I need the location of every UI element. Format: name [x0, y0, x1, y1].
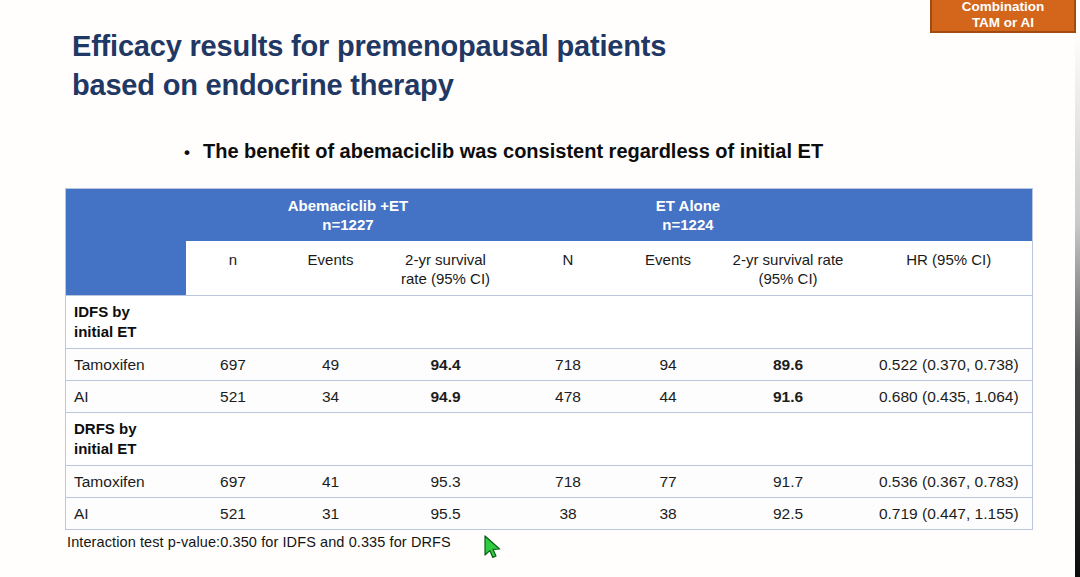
group-header-abemaciclib: Abemaciclib +ET n=1227: [186, 189, 511, 241]
section-row-idfs: IDFS by initial ET: [66, 296, 1033, 349]
cell-n: 521: [186, 498, 281, 530]
cell-events2: 38: [626, 498, 711, 530]
row-label: Tamoxifen: [66, 466, 186, 498]
table-row-drfs-ai: AI 521 31 95.5 38 38 92.5 0.719 (0.447, …: [66, 498, 1033, 530]
title-line1: Efficacy results for premenopausal patie…: [72, 30, 666, 62]
cell-events2: 94: [626, 349, 711, 381]
table-row-idfs-ai: AI 521 34 94.9 478 44 91.6 0.680 (0.435,…: [66, 381, 1033, 413]
section-label: IDFS by initial ET: [66, 302, 164, 342]
cell-events: 34: [281, 381, 381, 413]
cell-survival-rate2: 92.5: [711, 498, 866, 530]
cell-events2: 77: [626, 466, 711, 498]
col-header-hr: HR (95% CI): [866, 241, 1033, 296]
cell-survival-rate: 94.4: [381, 349, 511, 381]
col-header-n: n: [186, 241, 281, 296]
group-header-hr-spacer: [866, 189, 1033, 241]
cell-n2: 718: [511, 466, 626, 498]
title-line2: based on endocrine therapy: [72, 69, 454, 101]
col-header-events2: Events: [626, 241, 711, 296]
bullet-text: The benefit of abemaciclib was consisten…: [203, 140, 823, 163]
group-header-et-alone: ET Alone n=1224: [511, 189, 866, 241]
cell-events2: 44: [626, 381, 711, 413]
combination-badge: Combination TAM or AI: [930, 0, 1076, 33]
row-label: Tamoxifen: [66, 349, 186, 381]
screen-edge-artifact: [1075, 34, 1080, 577]
table-row-idfs-tamoxifen: Tamoxifen 697 49 94.4 718 94 89.6 0.522 …: [66, 349, 1033, 381]
cell-events: 49: [281, 349, 381, 381]
row-label: AI: [66, 498, 186, 530]
cell-hr: 0.522 (0.370, 0.738): [866, 349, 1033, 381]
cell-hr: 0.680 (0.435, 1.064): [866, 381, 1033, 413]
cell-survival-rate2: 89.6: [711, 349, 866, 381]
cell-hr: 0.719 (0.447, 1.155): [866, 498, 1033, 530]
col-header-survival-rate2: 2-yr survival rate (95% CI): [711, 241, 866, 296]
mouse-cursor-icon: [482, 535, 502, 559]
badge-line2: TAM or AI: [932, 15, 1074, 31]
group-header-n: n=1224: [511, 215, 866, 234]
row-label: AI: [66, 381, 186, 413]
footnote: Interaction test p-value:0.350 for IDFS …: [67, 534, 451, 550]
section-row-drfs: DRFS by initial ET: [66, 413, 1033, 466]
results-table: Abemaciclib +ET n=1227 ET Alone n=1224 n…: [65, 188, 1033, 530]
bullet-point: • The benefit of abemaciclib was consist…: [184, 140, 823, 163]
group-header-row: Abemaciclib +ET n=1227 ET Alone n=1224: [66, 189, 1033, 241]
cell-events: 41: [281, 466, 381, 498]
cell-n: 521: [186, 381, 281, 413]
cell-hr: 0.536 (0.367, 0.783): [866, 466, 1033, 498]
col-header-events: Events: [281, 241, 381, 296]
cell-survival-rate2: 91.7: [711, 466, 866, 498]
bullet-icon: •: [184, 143, 190, 163]
cell-n: 697: [186, 466, 281, 498]
cell-n: 697: [186, 349, 281, 381]
slide-title: Efficacy results for premenopausal patie…: [72, 27, 666, 105]
group-header-n: n=1227: [186, 215, 511, 234]
cell-survival-rate: 95.5: [381, 498, 511, 530]
cell-survival-rate2: 91.6: [711, 381, 866, 413]
cell-n2: 718: [511, 349, 626, 381]
cell-survival-rate: 95.3: [381, 466, 511, 498]
col-header-n2: N: [511, 241, 626, 296]
slide: Combination TAM or AI Efficacy results f…: [0, 0, 1080, 577]
group-header-label: ET Alone: [511, 196, 866, 215]
cell-events: 31: [281, 498, 381, 530]
section-label: DRFS by initial ET: [66, 419, 164, 459]
column-header-row: n Events 2-yr survival rate (95% CI) N E…: [66, 241, 1033, 296]
badge-line1: Combination: [932, 0, 1074, 15]
cell-n2: 38: [511, 498, 626, 530]
col-header-survival-rate: 2-yr survival rate (95% CI): [381, 241, 511, 296]
cell-survival-rate: 94.9: [381, 381, 511, 413]
table-corner-cell: [66, 189, 186, 296]
cell-n2: 478: [511, 381, 626, 413]
group-header-label: Abemaciclib +ET: [186, 196, 511, 215]
table-row-drfs-tamoxifen: Tamoxifen 697 41 95.3 718 77 91.7 0.536 …: [66, 466, 1033, 498]
